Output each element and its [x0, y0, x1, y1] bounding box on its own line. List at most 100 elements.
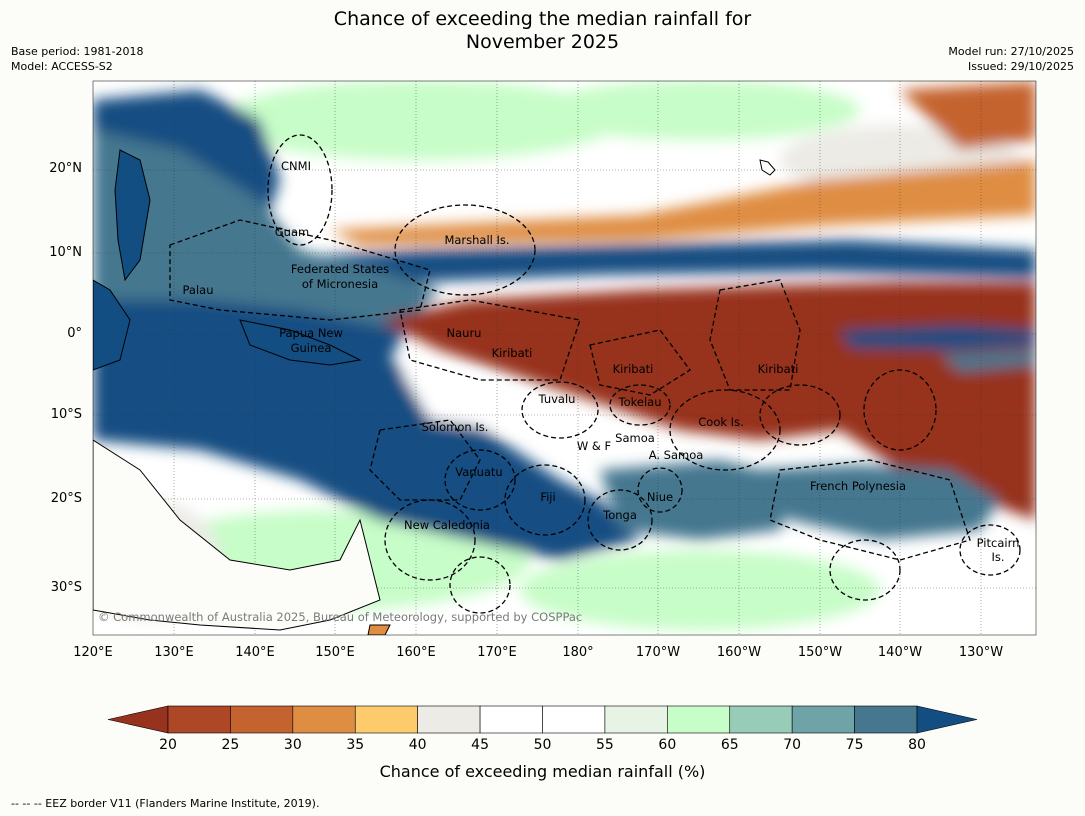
label-fsm-2: of Micronesia: [301, 277, 379, 291]
label-samoa: Samoa: [615, 431, 655, 445]
gridlines: [93, 81, 1036, 635]
shade-north-blue-band: [240, 240, 1036, 290]
lon-140w: 140°W: [877, 645, 923, 660]
lat-10n: 10°N: [49, 245, 82, 260]
colorbar-swatch: [479, 705, 543, 734]
lon-170e: 170°E: [477, 645, 517, 660]
colorbar-swatch: [729, 705, 793, 734]
label-png-2: Guinea: [290, 341, 332, 355]
label-tuvalu: Tuvalu: [538, 392, 576, 406]
lat-20s: 20°S: [50, 491, 82, 506]
eez-tokelau: [609, 384, 671, 426]
colorbar-swatch: [354, 705, 418, 734]
lon-160e: 160°E: [396, 645, 436, 660]
colorbar-tick-label: 60: [658, 737, 677, 753]
colorbar-tick-label: 55: [595, 737, 614, 753]
lon-120e: 120°E: [73, 645, 113, 660]
label-fiji: Fiji: [540, 490, 556, 504]
shade-east-blue-streak: [840, 325, 1036, 350]
title-line-1: Chance of exceeding the median rainfall …: [333, 8, 752, 30]
australia-coast: [93, 439, 381, 631]
shade-n-green2: [540, 81, 860, 140]
new-zealand-coast: [367, 624, 391, 635]
label-fsm-1: Federated States: [290, 262, 390, 276]
eez-tonga: [587, 489, 653, 551]
eez-vanuatu: [444, 449, 516, 511]
eez-solomon: [369, 419, 481, 501]
eez-kiribati-c: [589, 329, 691, 396]
colorbar-tick-label: 70: [783, 737, 802, 753]
eez-fp-s: [829, 539, 901, 601]
label-palau: Palau: [182, 283, 214, 297]
lon-130e: 130°E: [154, 645, 194, 660]
label-wf: W & F: [576, 439, 612, 453]
eez-kiribati-e: [709, 279, 801, 391]
eez-french-poly: [769, 459, 971, 561]
lon-150w: 150°W: [797, 645, 843, 660]
lat-10s: 10°S: [50, 407, 82, 422]
shade-west-teal: [93, 130, 440, 330]
lat-30s: 30°S: [50, 580, 82, 595]
label-nauru: Nauru: [446, 326, 482, 340]
label-cook: Cook Is.: [698, 415, 744, 429]
eez-border-note: -- -- -- EEZ border V11 (Flanders Marine…: [11, 797, 320, 810]
colorbar-swatch: [791, 705, 855, 734]
shade-n-green: [220, 81, 620, 160]
eez-cook: [669, 389, 781, 471]
colorbar-tick-label: 50: [533, 737, 552, 753]
eez-norfolk: [449, 556, 511, 614]
label-pitcairn-1: Pitcairn: [976, 536, 1020, 550]
issued-date: Issued: 29/10/2025: [967, 60, 1074, 73]
colorbar-swatch: [604, 705, 668, 734]
lon-150e: 150°E: [315, 645, 355, 660]
label-niue: Niue: [646, 490, 674, 504]
colorbar-tick-label: 65: [720, 737, 739, 753]
label-guam: Guam: [274, 225, 310, 239]
eez-cook-n: [759, 384, 841, 446]
colorbar-swatch: [167, 705, 231, 734]
label-marshall: Marshall Is.: [444, 233, 510, 247]
colorbar: [107, 705, 978, 734]
colorbar-tick-label: 25: [221, 737, 240, 753]
eez-fsm: [169, 219, 431, 321]
label-png-1: Papua New: [279, 326, 343, 340]
eez-pitcairn: [959, 524, 1021, 576]
eez-newcal: [384, 499, 476, 581]
label-asamoa: A. Samoa: [648, 448, 704, 462]
label-tonga: Tonga: [603, 508, 637, 522]
label-cnmi: CNMI: [281, 159, 311, 173]
meta-left: Base period: 1981-2018 Model: ACCESS-S2: [11, 44, 143, 74]
colorbar-tick-label: 35: [346, 737, 365, 753]
colorbar-extend-high: [916, 705, 978, 734]
lon-140e: 140°E: [235, 645, 275, 660]
label-new-caledonia: New Caledonia: [404, 518, 490, 532]
colorbar-tick-label: 20: [159, 737, 177, 753]
model-name: Model: ACCESS-S2: [11, 60, 113, 73]
hawaii-coast: [759, 159, 776, 176]
copyright-note: © Commonwealth of Australia 2025, Bureau…: [98, 610, 583, 624]
philippines-coast: [114, 149, 151, 282]
colorbar-tick-label: 30: [283, 737, 302, 753]
meta-right: Model run: 27/10/2025 Issued: 29/10/2025: [948, 44, 1074, 74]
colorbar-tick-label: 45: [471, 737, 489, 753]
eez-niue: [637, 467, 683, 513]
label-kiribati-e: Kiribati: [757, 362, 799, 376]
label-tokelau: Tokelau: [618, 395, 662, 409]
colorbar-tick-label: 80: [908, 737, 926, 753]
new-guinea-coast: [239, 319, 362, 366]
colorbar-swatch: [230, 705, 294, 734]
title-line-2: November 2025: [465, 31, 620, 53]
map-title: Chance of exceeding the median rainfall …: [0, 8, 1085, 54]
colorbar-swatch: [854, 705, 918, 734]
colorbar-extend-low: [107, 705, 169, 734]
colorbar-tick-label: 75: [845, 737, 864, 753]
colorbar-swatch: [292, 705, 356, 734]
eez-marshall: [394, 204, 536, 296]
label-kiribati-c: Kiribati: [612, 362, 654, 376]
base-period: Base period: 1981-2018: [11, 45, 144, 58]
shade-north-orange: [330, 160, 1036, 245]
colorbar-swatch: [542, 705, 606, 734]
label-vanuatu: Vanuatu: [455, 465, 503, 479]
colorbar-swatch: [667, 705, 731, 734]
